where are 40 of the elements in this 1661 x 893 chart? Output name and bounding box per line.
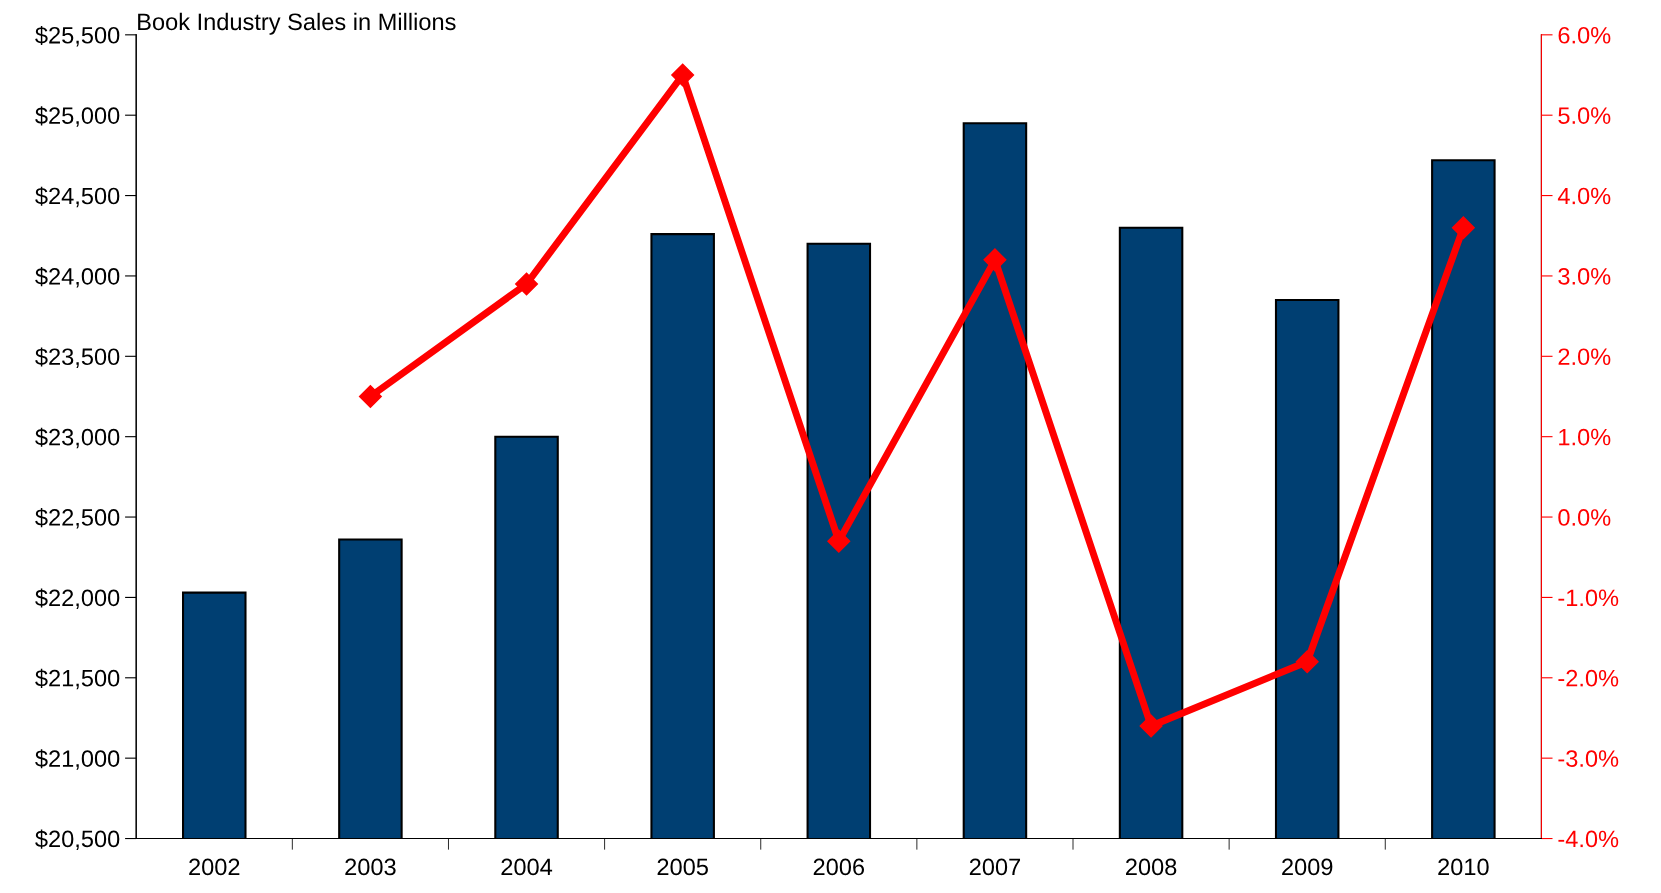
point bbox=[1139, 714, 1163, 738]
x-tick-label: 2003 bbox=[345, 858, 396, 876]
y2-tick-label: 0.0% bbox=[1558, 509, 1611, 526]
y2-tick-label: 5.0% bbox=[1558, 107, 1611, 124]
x-tick-label: 2010 bbox=[1438, 858, 1489, 876]
y2-tick-label: -2.0% bbox=[1558, 669, 1619, 687]
y2-tick-label: 1.0% bbox=[1559, 428, 1611, 446]
x-tick-label: 2004 bbox=[501, 858, 553, 876]
x-tick-label: 2007 bbox=[969, 858, 1021, 876]
y2-tick-label: 4.0% bbox=[1557, 187, 1611, 205]
point bbox=[358, 384, 382, 408]
y-tick-label: $24,000 bbox=[35, 267, 120, 288]
y-tick-label: $24,500 bbox=[35, 186, 120, 208]
y-tick-label: $22,500 bbox=[35, 508, 120, 529]
y2-tick-label: 2.0% bbox=[1558, 348, 1611, 366]
x-tick-label: 2008 bbox=[1126, 858, 1177, 876]
y-tick-label: $25,000 bbox=[35, 106, 120, 127]
y-tick-label: $20,500 bbox=[35, 829, 120, 851]
point bbox=[1295, 650, 1319, 674]
point bbox=[983, 248, 1007, 272]
point bbox=[671, 63, 695, 87]
y2-tick-label: -3.0% bbox=[1558, 750, 1619, 767]
y-tick-label: $21,500 bbox=[35, 668, 120, 690]
y2-tick-label: -1.0% bbox=[1558, 589, 1619, 607]
y-tick-label: $21,000 bbox=[35, 749, 120, 770]
y-tick-label: $22,000 bbox=[35, 588, 120, 609]
point bbox=[515, 272, 539, 296]
y2-tick-label: -4.0% bbox=[1558, 830, 1619, 848]
point bbox=[1451, 216, 1475, 240]
y-tick-label: $25,500 bbox=[35, 25, 120, 47]
y2-tick-label: 3.0% bbox=[1558, 268, 1611, 285]
x-tick-label: 2006 bbox=[813, 858, 865, 876]
chart-title: Book Industry Sales in Millions bbox=[138, 12, 456, 35]
x-tick-label: 2009 bbox=[1282, 858, 1333, 876]
y-tick-label: $23,500 bbox=[35, 347, 120, 368]
x-tick-label: 2005 bbox=[657, 858, 708, 876]
y2-tick-label: 6.0% bbox=[1558, 26, 1611, 44]
x-tick-label: 2002 bbox=[189, 858, 240, 876]
y-tick-label: $23,000 bbox=[35, 427, 120, 449]
point bbox=[827, 529, 851, 553]
